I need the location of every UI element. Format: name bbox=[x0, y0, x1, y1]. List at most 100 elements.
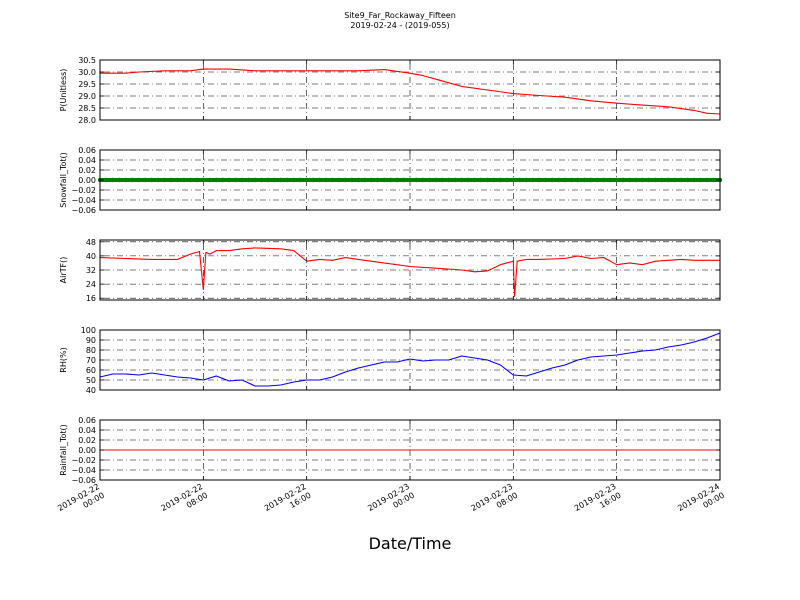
chart-title: Site9_Far_Rockaway_Fifteen bbox=[344, 11, 456, 20]
data-point bbox=[362, 177, 367, 183]
data-point bbox=[394, 177, 400, 183]
data-point bbox=[711, 177, 716, 183]
data-point bbox=[414, 177, 419, 183]
data-point bbox=[181, 177, 187, 183]
data-point bbox=[407, 177, 413, 183]
y-tick-label: 70 bbox=[86, 356, 96, 365]
data-point bbox=[336, 177, 342, 183]
data-point bbox=[595, 177, 600, 183]
y-tick-label: 40 bbox=[86, 252, 96, 261]
y-tick-label: −0.02 bbox=[71, 456, 96, 465]
data-point bbox=[369, 177, 374, 183]
data-point bbox=[265, 177, 271, 183]
data-point bbox=[401, 177, 406, 183]
data-point bbox=[459, 177, 464, 183]
data-point bbox=[491, 177, 497, 183]
series-line bbox=[99, 247, 720, 298]
data-point bbox=[162, 177, 167, 183]
data-point bbox=[679, 177, 684, 183]
y-axis-label: Snowfall_Tot() bbox=[59, 152, 68, 208]
x-axis-label: Date/Time bbox=[368, 534, 452, 553]
data-point bbox=[608, 177, 613, 183]
data-point bbox=[536, 177, 542, 183]
data-point bbox=[691, 177, 697, 183]
data-point bbox=[381, 177, 387, 183]
data-point bbox=[524, 177, 529, 183]
data-point bbox=[278, 177, 284, 183]
y-tick-label: 24 bbox=[86, 280, 96, 289]
data-point bbox=[155, 177, 161, 183]
data-point bbox=[549, 177, 555, 183]
data-point bbox=[130, 177, 135, 183]
data-point bbox=[323, 177, 329, 183]
y-tick-label: −0.04 bbox=[71, 466, 96, 475]
data-point bbox=[569, 177, 574, 183]
y-axis-label: AirTF() bbox=[59, 257, 68, 284]
data-point bbox=[375, 177, 380, 183]
y-tick-label: 50 bbox=[86, 376, 96, 385]
data-point bbox=[194, 177, 200, 183]
y-tick-label: −0.06 bbox=[71, 476, 96, 485]
data-point bbox=[620, 177, 626, 183]
y-tick-label: 0.04 bbox=[78, 426, 96, 435]
y-tick-label: 0.04 bbox=[78, 156, 96, 165]
data-point bbox=[136, 177, 141, 183]
chart-subtitle: 2019-02-24 - (2019-055) bbox=[350, 21, 450, 30]
y-tick-label: 0.00 bbox=[78, 176, 96, 185]
data-point bbox=[517, 177, 522, 183]
data-point bbox=[123, 177, 129, 183]
data-point bbox=[465, 177, 471, 183]
y-tick-label: 32 bbox=[86, 266, 96, 275]
data-point bbox=[672, 177, 677, 183]
data-point bbox=[143, 177, 148, 183]
y-tick-label: 29.0 bbox=[78, 92, 96, 101]
data-point bbox=[110, 177, 116, 183]
x-tick-label: 2019-02-2308:00 bbox=[470, 482, 520, 522]
data-point bbox=[646, 177, 652, 183]
data-point bbox=[349, 177, 355, 183]
data-point bbox=[446, 177, 451, 183]
data-point bbox=[201, 177, 206, 183]
data-point bbox=[239, 177, 245, 183]
data-point bbox=[511, 177, 516, 183]
data-point bbox=[220, 177, 225, 183]
y-tick-label: 30.5 bbox=[78, 56, 96, 65]
y-tick-label: 100 bbox=[81, 326, 96, 335]
x-tick-label: 2019-02-2200:00 bbox=[56, 482, 106, 522]
data-point bbox=[698, 177, 703, 183]
data-point bbox=[343, 177, 348, 183]
data-point bbox=[614, 177, 619, 183]
data-point bbox=[168, 177, 174, 183]
x-tick-label: 2019-02-2316:00 bbox=[573, 482, 623, 522]
data-point bbox=[117, 177, 122, 183]
data-point bbox=[214, 177, 219, 183]
data-point bbox=[704, 177, 710, 183]
x-tick-label: 2019-02-2208:00 bbox=[160, 482, 210, 522]
data-point bbox=[388, 177, 393, 183]
data-point bbox=[685, 177, 690, 183]
data-point bbox=[640, 177, 645, 183]
y-tick-label: −0.02 bbox=[71, 186, 96, 195]
y-tick-label: 0.06 bbox=[78, 146, 96, 155]
data-point bbox=[485, 177, 490, 183]
y-tick-label: 60 bbox=[86, 366, 96, 375]
data-point bbox=[530, 177, 535, 183]
data-point bbox=[453, 177, 458, 183]
data-point bbox=[259, 177, 264, 183]
y-tick-label: 0.02 bbox=[78, 166, 96, 175]
data-point bbox=[149, 177, 154, 183]
y-tick-label: 28.5 bbox=[78, 104, 96, 113]
y-tick-label: 48 bbox=[86, 238, 96, 247]
y-axis-label: RH(%) bbox=[59, 347, 68, 372]
y-axis-label: Rainfall_Tot() bbox=[59, 424, 68, 476]
data-point bbox=[104, 177, 109, 183]
data-point bbox=[588, 177, 594, 183]
data-point bbox=[175, 177, 180, 183]
y-tick-label: 0.02 bbox=[78, 436, 96, 445]
y-axis-label: P(Unitless) bbox=[59, 69, 68, 112]
data-point bbox=[226, 177, 232, 183]
y-tick-label: 30.0 bbox=[78, 68, 96, 77]
data-point bbox=[633, 177, 639, 183]
data-point bbox=[504, 177, 510, 183]
